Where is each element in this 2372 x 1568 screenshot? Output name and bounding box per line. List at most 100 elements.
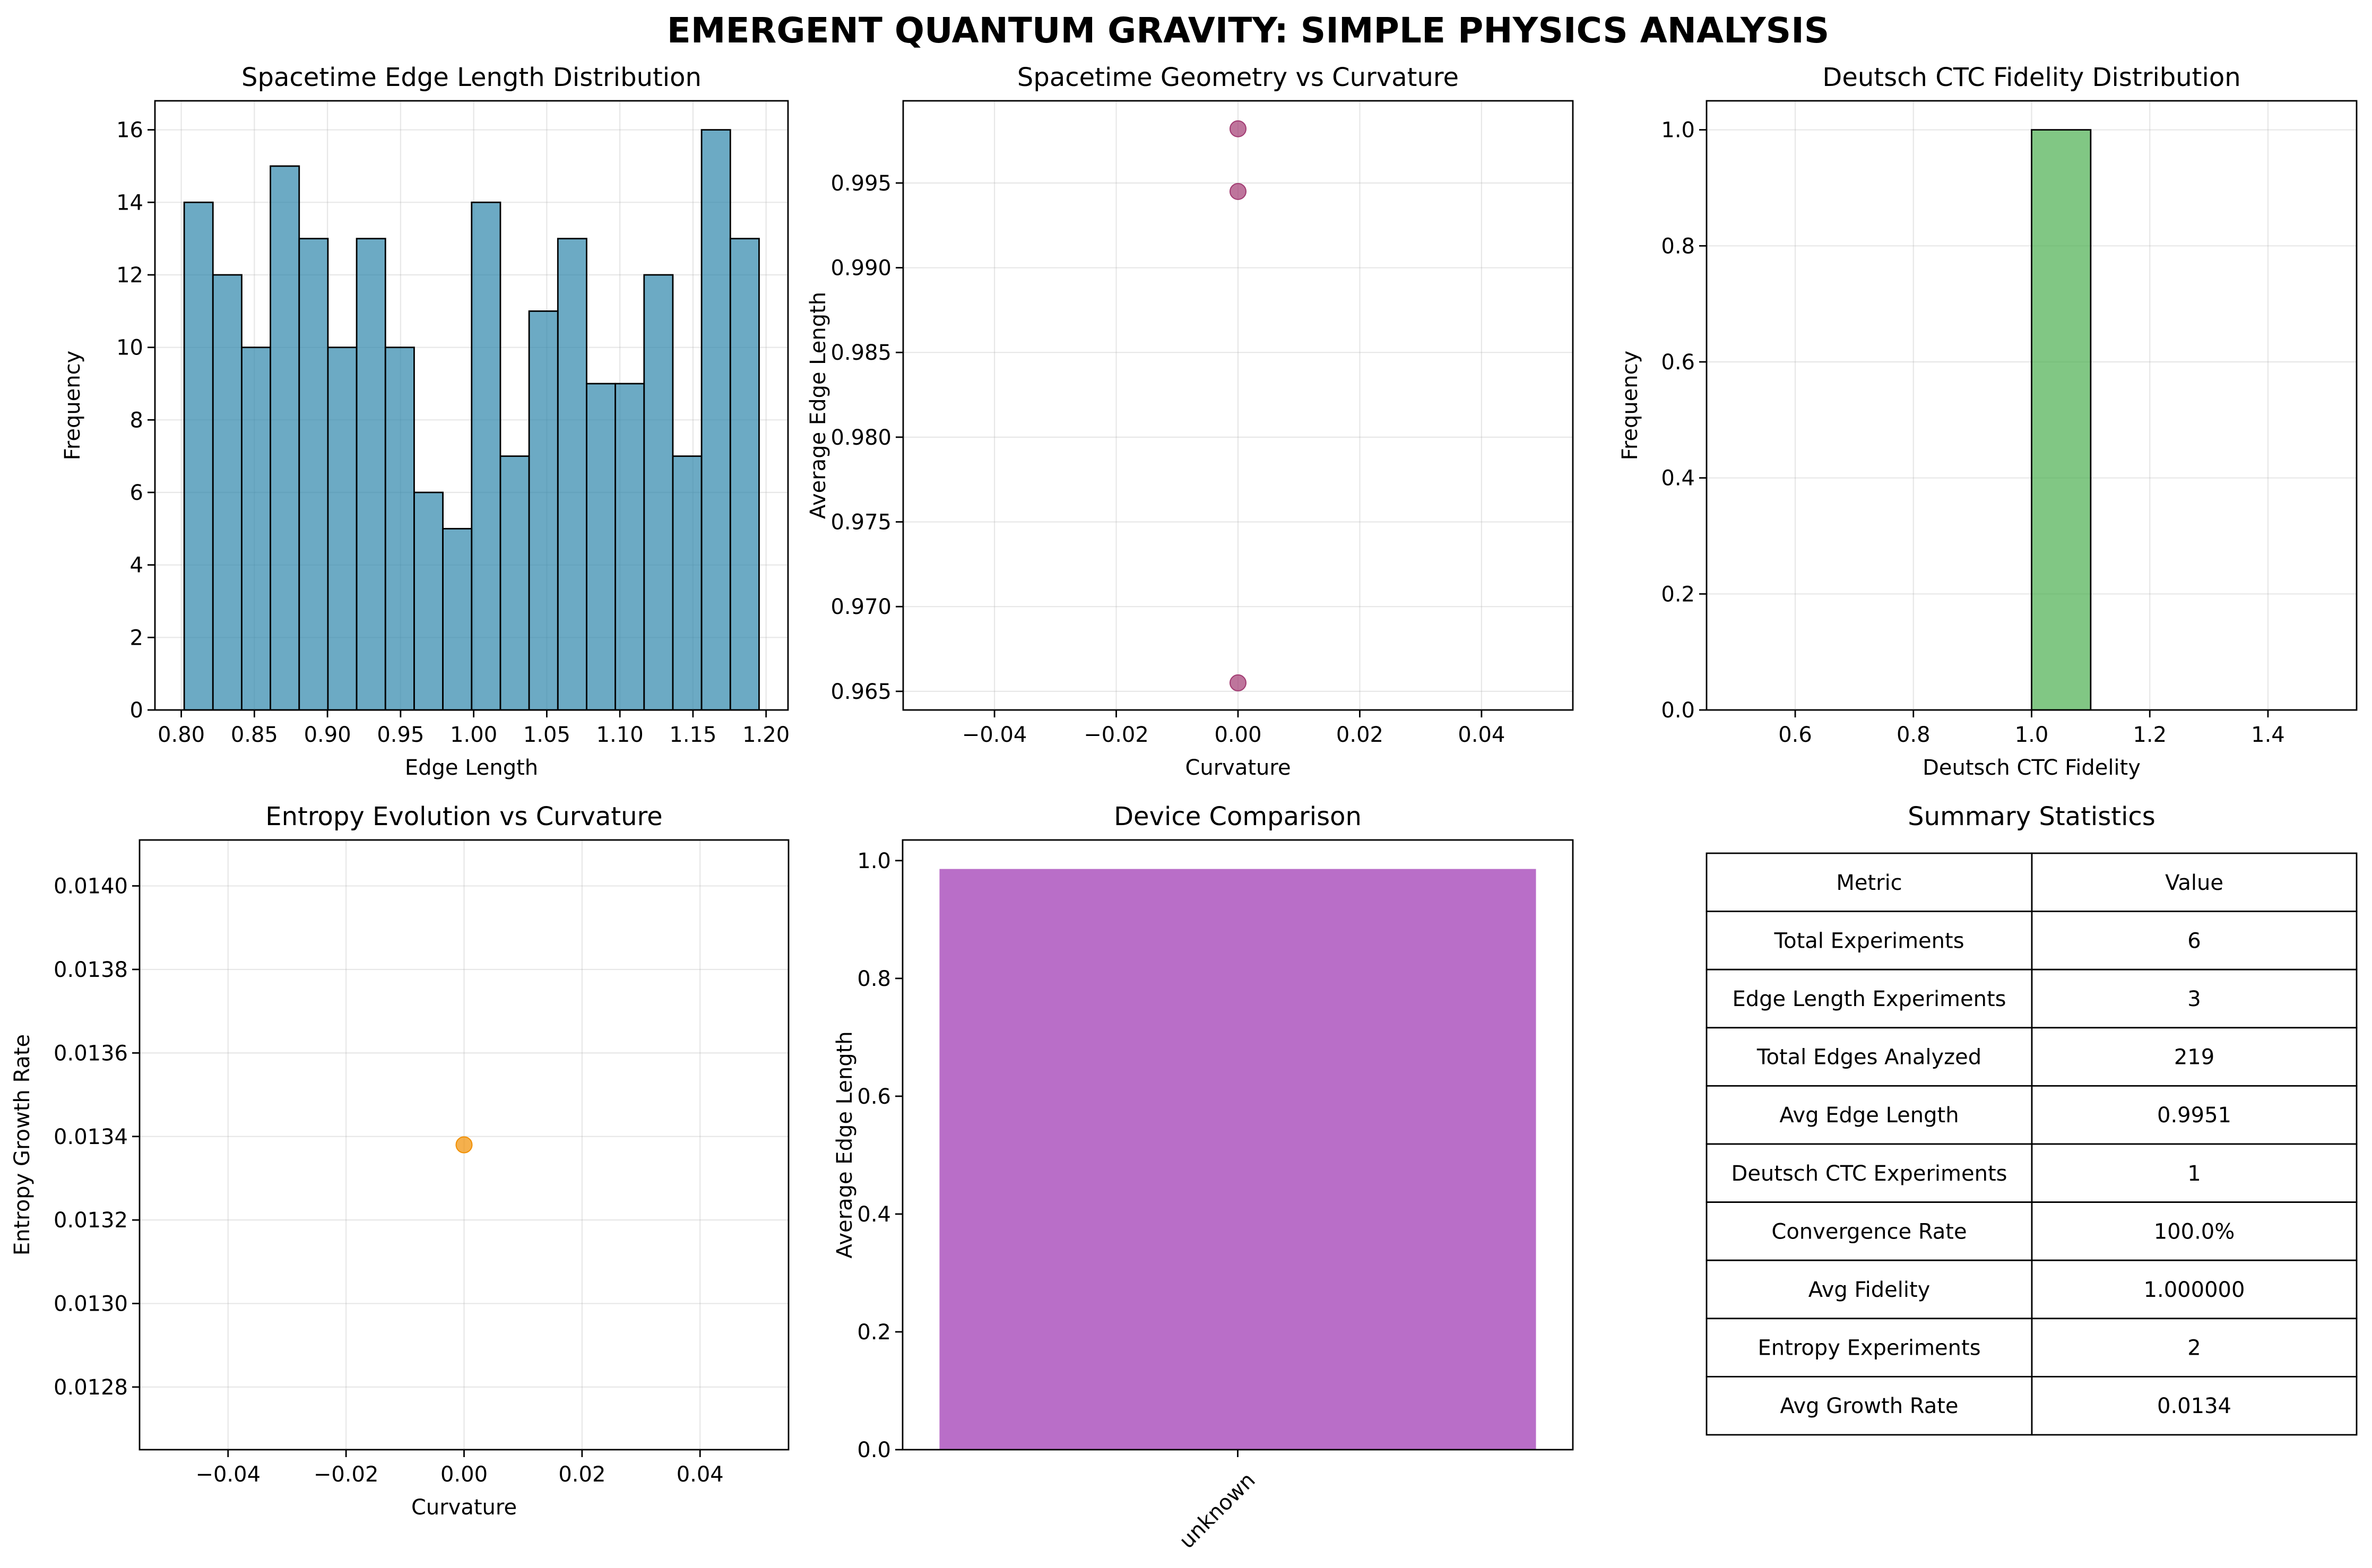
y-tick-label: 1.0 xyxy=(857,849,891,873)
geometry-scatter-panel: Spacetime Geometry vs Curvature Curvatur… xyxy=(806,63,1574,780)
table-row: Deutsch CTC Experiments 1 xyxy=(1706,1143,2358,1203)
histogram-bar xyxy=(499,455,530,711)
x-tick-label: 0.02 xyxy=(1336,723,1383,747)
panel-title: Spacetime Geometry vs Curvature xyxy=(1017,63,1459,92)
value-cell-text: 1 xyxy=(2187,1162,2201,1186)
data-marks xyxy=(2031,129,2092,711)
y-tick-label: 6 xyxy=(130,481,143,505)
y-tick-label: 0.2 xyxy=(1661,582,1695,607)
panel-title: Deutsch CTC Fidelity Distribution xyxy=(1822,63,2240,92)
table-header-row: Metric Value xyxy=(1706,852,2358,912)
y-tick-label: 0.6 xyxy=(1661,350,1695,375)
histogram-bar xyxy=(700,129,731,711)
table-cell xyxy=(2031,1027,2358,1087)
table-row: Avg Growth Rate 0.0134 xyxy=(1706,1375,2358,1436)
y-tick-label: 16 xyxy=(116,118,143,143)
histogram-bar xyxy=(528,310,559,711)
scatter-point xyxy=(1230,674,1246,691)
y-tick-label: 8 xyxy=(130,408,143,432)
table-cell xyxy=(1706,1375,2033,1436)
y-axis-label: Average Edge Length xyxy=(833,1031,857,1258)
x-tick-label: 1.2 xyxy=(2133,723,2167,747)
table-row: Entropy Experiments 2 xyxy=(1706,1318,2358,1378)
value-cell-text: 219 xyxy=(2174,1045,2214,1070)
table-cell xyxy=(2031,852,2358,912)
y-tick-label: 0.0140 xyxy=(54,874,128,899)
value-cell-text: 2 xyxy=(2187,1336,2201,1361)
bar xyxy=(939,869,1536,1450)
table-cell xyxy=(2031,911,2358,971)
x-axis-label: Curvature xyxy=(1185,756,1291,780)
x-tick-label: 0.90 xyxy=(304,723,351,747)
y-tick-label: 0.0134 xyxy=(54,1125,128,1149)
panel-title: Summary Statistics xyxy=(1908,802,2155,831)
table-row: Edge Length Experiments 3 xyxy=(1706,968,2358,1029)
histogram-bar xyxy=(298,238,329,711)
metric-cell-text: Avg Edge Length xyxy=(1779,1103,1959,1128)
axes-frame xyxy=(154,100,789,711)
table-cell xyxy=(1706,1318,2033,1378)
table-cell xyxy=(2031,1201,2358,1261)
axes-frame xyxy=(138,839,790,1451)
x-tick-label: 0.04 xyxy=(677,1462,724,1487)
figure-suptitle: EMERGENT QUANTUM GRAVITY: SIMPLE PHYSICS… xyxy=(667,10,1830,51)
histogram-bar xyxy=(327,346,358,711)
histogram-bar xyxy=(672,455,703,711)
y-tick-label: 0.8 xyxy=(1661,234,1695,258)
data-marks xyxy=(1230,120,1246,691)
ctc-fidelity-histogram-panel: Deutsch CTC Fidelity Distribution Deutsc… xyxy=(1618,63,2358,780)
histogram-bar xyxy=(471,201,501,711)
metric-cell-text: Convergence Rate xyxy=(1771,1219,1967,1244)
table-cell xyxy=(2031,1318,2358,1378)
x-tick-label: 1.10 xyxy=(596,723,644,747)
table-cell xyxy=(2031,1375,2358,1436)
histogram-bar xyxy=(586,383,617,711)
y-tick-label: 0.995 xyxy=(830,171,891,196)
scatter-point xyxy=(1230,183,1246,200)
value-cell-text: 1.000000 xyxy=(2144,1278,2245,1302)
value-cell-text: 6 xyxy=(2187,929,2201,953)
y-tick-label: 0.6 xyxy=(857,1085,891,1109)
histogram-bar xyxy=(2031,129,2092,711)
value-cell-text: Value xyxy=(2165,871,2223,895)
axes-frame xyxy=(902,839,1574,1451)
x-tick-label: −0.02 xyxy=(1084,723,1149,747)
x-tick-label: 1.20 xyxy=(742,723,790,747)
ticks: −0.04 −0.02 0.00 0.02 0.04 0.0128 0.0130 0.0132… xyxy=(54,874,724,1487)
y-tick-label: 12 xyxy=(116,263,143,288)
metric-cell-text: Metric xyxy=(1836,871,1902,895)
y-tick-label: 0.4 xyxy=(857,1202,891,1227)
histogram-bar xyxy=(729,238,760,711)
y-tick-label: 1.0 xyxy=(1661,118,1695,143)
table-cell xyxy=(1706,1027,2033,1087)
y-tick-label: 2 xyxy=(130,626,143,650)
y-tick-label: 10 xyxy=(116,336,143,360)
x-tick-label: 1.00 xyxy=(450,723,497,747)
x-axis-label: Deutsch CTC Fidelity xyxy=(1923,756,2141,780)
x-tick-label: unknown xyxy=(1175,1468,1260,1554)
table-row: Avg Edge Length 0.9951 xyxy=(1706,1085,2358,1145)
ticks: 0.6 0.8 1.0 1.2 1.4 0.0 0.2 0.4 0.6 0.8 1.0 xyxy=(1661,118,2284,747)
metric-cell-text: Total Edges Analyzed xyxy=(1756,1045,1981,1070)
x-tick-label: 1.0 xyxy=(2015,723,2049,747)
x-tick-label: 0.85 xyxy=(231,723,278,747)
y-tick-label: 0.0138 xyxy=(54,958,128,982)
histogram-bar xyxy=(270,165,300,711)
data-marks xyxy=(183,129,760,711)
x-tick-label: 1.15 xyxy=(669,723,716,747)
y-tick-label: 0.0 xyxy=(1661,698,1695,723)
table-cell xyxy=(1706,1085,2033,1145)
value-cell-text: 100.0% xyxy=(2154,1219,2235,1244)
x-tick-label: 0.00 xyxy=(440,1462,488,1487)
x-tick-label: −0.02 xyxy=(314,1462,379,1487)
x-tick-label: 1.05 xyxy=(523,723,570,747)
x-axis-label: Edge Length xyxy=(405,756,538,780)
x-tick-label: 0.02 xyxy=(558,1462,605,1487)
table-row: Convergence Rate 100.0% xyxy=(1706,1201,2358,1261)
data-marks xyxy=(939,869,1536,1450)
table-row: Total Experiments 6 xyxy=(1706,911,2358,971)
value-cell-text: 0.0134 xyxy=(2157,1394,2231,1418)
ticks: −0.04 −0.02 0.00 0.02 0.04 0.965 0.970 0.975 0.9… xyxy=(830,171,1505,747)
histogram-bar xyxy=(557,238,587,711)
